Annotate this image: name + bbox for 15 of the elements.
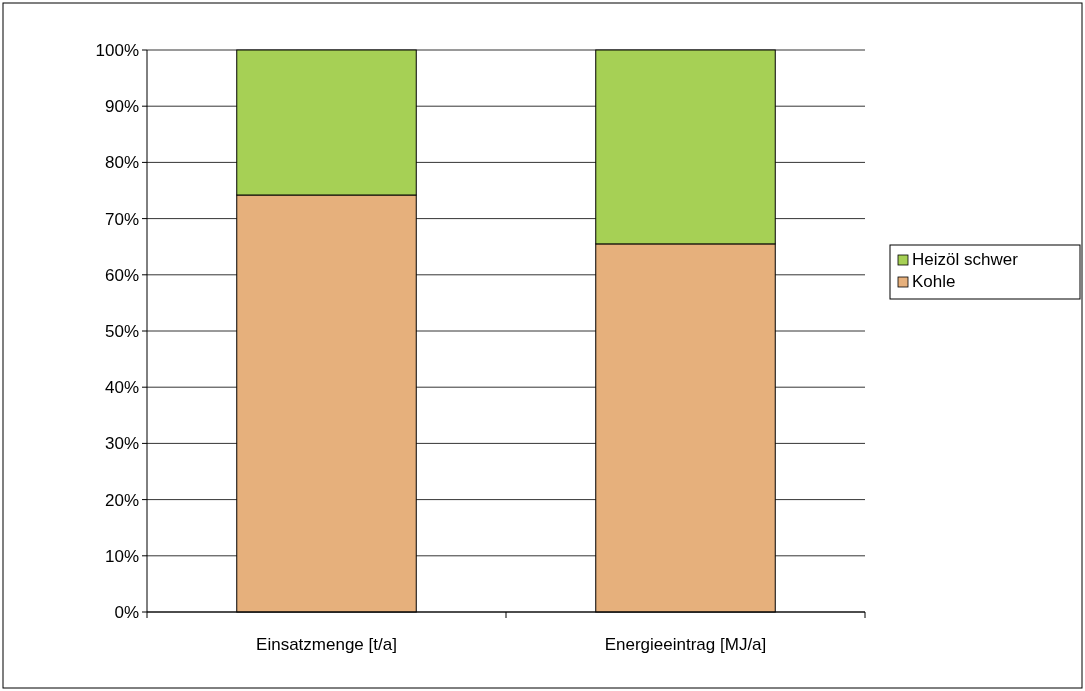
x-tick-label: Einsatzmenge [t/a] <box>256 635 397 654</box>
y-tick-label: 70% <box>104 209 139 229</box>
y-tick-label: 10% <box>104 546 139 566</box>
y-tick-label: 0% <box>114 602 139 622</box>
x-tick-label: Energieeintrag [MJ/a] <box>604 635 767 654</box>
y-tick-label: 20% <box>104 490 139 510</box>
y-tick-label: 50% <box>104 321 139 341</box>
y-tick-label: 90% <box>104 97 139 117</box>
y-tick-label: 30% <box>104 434 139 454</box>
y-tick-label: 60% <box>104 265 139 285</box>
y-tick-label: 80% <box>104 153 139 173</box>
y-tick-label: 40% <box>104 378 139 398</box>
legend-label: Kohle <box>912 272 956 291</box>
y-tick-label: 100% <box>95 40 139 60</box>
legend-label: Heizöl schwer <box>912 250 1019 269</box>
